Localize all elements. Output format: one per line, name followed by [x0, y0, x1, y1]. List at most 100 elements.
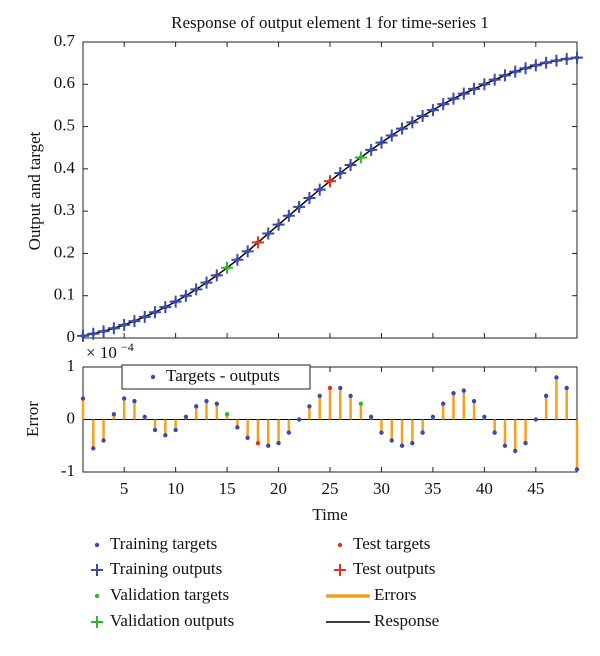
error-point: [368, 414, 374, 420]
error-point: [358, 401, 364, 406]
legend-label: Training outputs: [110, 559, 222, 578]
error-point: [91, 446, 96, 451]
x-tick-label: 5: [120, 479, 129, 498]
error-point: [523, 440, 528, 446]
error-point: [235, 425, 240, 430]
legend-label: Response: [374, 611, 439, 630]
error-point: [338, 385, 343, 391]
y-tick-label: 0.5: [54, 115, 75, 134]
y-tick-label: 0: [67, 408, 76, 427]
axis-scale-exponent: −4: [121, 340, 134, 354]
error-point: [543, 393, 549, 399]
error-point: [513, 448, 518, 454]
output-marker: [118, 318, 131, 331]
y-tick-label: -1: [61, 461, 75, 480]
output-marker: [344, 159, 357, 172]
error-point: [482, 414, 487, 420]
error-point: [389, 438, 394, 443]
error-point: [214, 401, 219, 406]
output-marker: [365, 143, 378, 156]
inner-legend-label: Targets - outputs: [166, 366, 280, 385]
error-point: [574, 467, 580, 472]
output-marker: [293, 200, 306, 213]
error-point: [245, 435, 250, 441]
x-tick-label: 45: [527, 479, 544, 498]
axes-box: [82, 41, 578, 339]
legend-label: Validation targets: [110, 585, 229, 604]
x-tick-label: 15: [219, 479, 236, 498]
output-marker: [169, 295, 182, 308]
error-point: [276, 440, 281, 446]
output-marker: [282, 209, 295, 222]
legend-marker: [337, 542, 343, 548]
output-marker: [179, 289, 192, 302]
legend-marker: [91, 564, 103, 576]
output-marker: [303, 192, 316, 205]
output-marker: [190, 283, 203, 296]
legend-label: Training targets: [110, 534, 217, 553]
output-marker: [241, 245, 254, 258]
output-marker: [509, 65, 522, 78]
output-marker: [97, 325, 110, 338]
error-point: [533, 417, 539, 422]
x-tick-label: 25: [322, 479, 339, 498]
output-marker: [262, 227, 275, 240]
error-point: [492, 430, 497, 435]
output-marker: [200, 276, 213, 289]
output-marker: [519, 62, 532, 75]
x-tick-label: 20: [270, 479, 287, 498]
output-marker: [221, 261, 234, 274]
output-marker: [571, 51, 583, 64]
error-point: [101, 438, 106, 443]
error-point: [132, 398, 137, 404]
output-marker: [385, 129, 398, 142]
legend-label: Errors: [374, 585, 416, 604]
error-point: [502, 443, 508, 448]
error-point: [399, 443, 405, 448]
output-marker: [313, 183, 326, 196]
y-axis-label: Error: [23, 401, 42, 437]
y-tick-label: 0.7: [54, 31, 76, 50]
error-point: [296, 417, 302, 422]
error-point: [183, 414, 189, 420]
legend-label: Test outputs: [353, 559, 435, 578]
output-marker: [560, 52, 573, 65]
output-marker: [396, 122, 409, 135]
y-tick-label: 0.2: [54, 242, 75, 261]
output-marker: [231, 253, 244, 266]
legend-marker: [94, 542, 100, 548]
legend-marker: [94, 593, 100, 599]
output-marker: [334, 167, 347, 180]
chart-title: Response of output element 1 for time-se…: [171, 13, 489, 32]
legend-marker: [91, 616, 103, 628]
output-marker: [87, 327, 100, 340]
output-marker: [406, 116, 419, 129]
output-marker: [416, 110, 429, 122]
x-tick-label: 35: [424, 479, 441, 498]
output-marker: [426, 104, 439, 117]
error-point: [152, 427, 158, 433]
y-tick-label: 0.1: [54, 285, 75, 304]
error-point: [461, 388, 466, 393]
error-point: [80, 396, 86, 401]
error-point: [121, 396, 127, 401]
y-tick-label: 0: [67, 327, 76, 346]
output-marker: [354, 151, 367, 164]
output-marker: [272, 218, 285, 231]
error-point: [266, 443, 271, 448]
error-point: [430, 414, 436, 420]
x-tick-label: 40: [476, 479, 493, 498]
output-marker: [457, 87, 470, 100]
response-line: [82, 56, 578, 337]
output-marker: [324, 175, 336, 188]
y-tick-label: 0.3: [54, 200, 75, 219]
legend-marker: [334, 564, 346, 576]
output-marker: [128, 315, 141, 328]
axis-scale-base: × 10: [86, 343, 117, 362]
output-marker: [77, 329, 89, 342]
output-marker: [478, 78, 491, 91]
output-marker: [251, 236, 264, 249]
output-marker: [159, 301, 172, 314]
y-tick-label: 1: [67, 356, 76, 375]
